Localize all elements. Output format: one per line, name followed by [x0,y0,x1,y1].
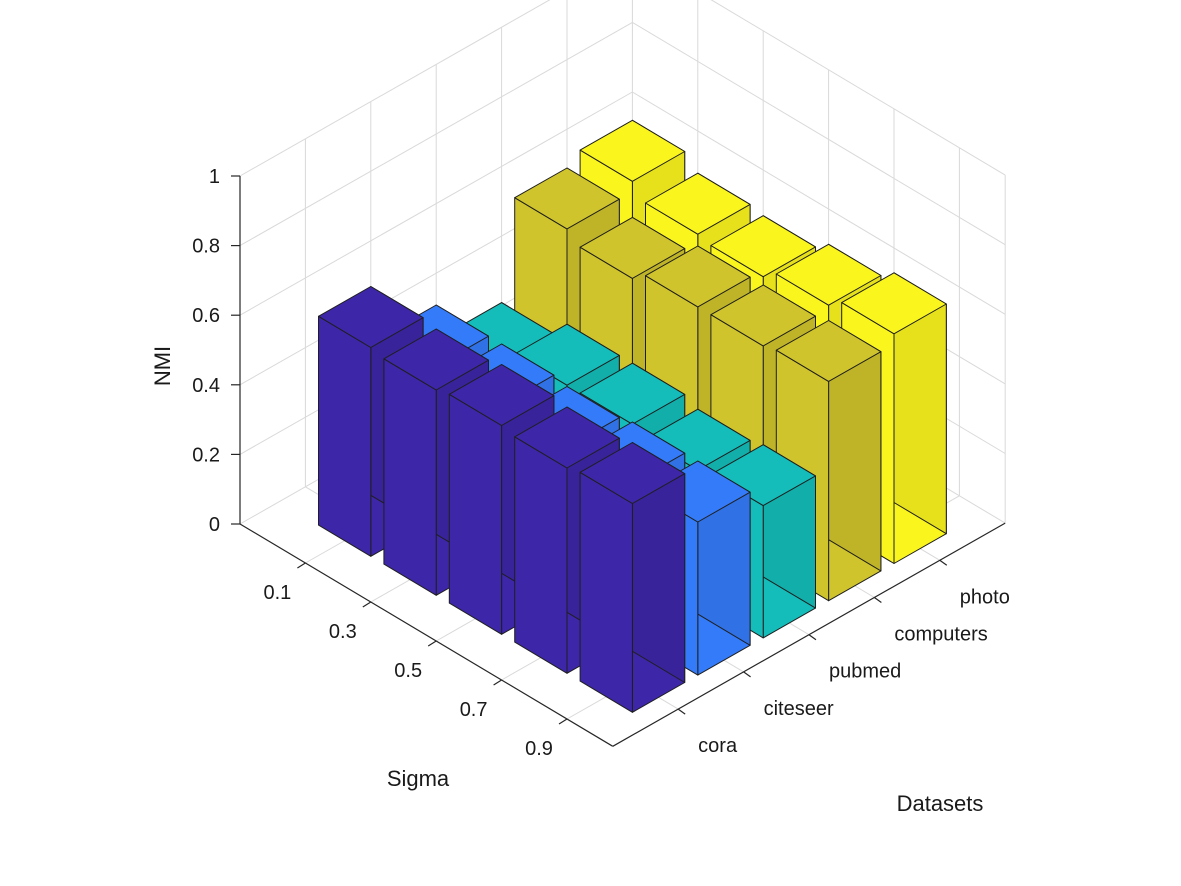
bar-face-top [514,167,620,230]
bar-face-top [579,216,686,279]
sigma-tick-mark-4 [558,718,568,725]
sigma-tick-label: 0.1 [263,582,291,604]
z-tick-label: 1 [209,166,220,188]
z-axis-title: NMI [150,346,175,386]
bar-face-top [383,328,489,391]
bar-face-left [514,436,568,674]
dataset-tick-mark-1 [743,671,751,678]
z-tick-label: 0.8 [192,236,220,258]
bar-face-top [841,272,947,335]
bar-face-top [579,362,686,425]
bar-face-top [710,215,816,278]
y-axis-title: Datasets [897,791,984,816]
grid-line-z-right-4 [632,21,1006,246]
grid-line-z-right-5 [710,0,1006,176]
bar-layer [318,119,947,713]
sigma-tick-label: 0.9 [525,738,553,760]
bar-cora-sigma-0.9 [579,442,686,713]
bar-face-top [579,119,686,182]
bar-face-top [448,364,555,426]
bar-face-top [645,245,751,308]
x-axis-title: Sigma [387,766,450,791]
sigma-tick-label: 0.5 [394,660,422,682]
sigma-tick-label: 0.3 [329,621,357,643]
bar-face-top [579,442,686,504]
dataset-tick-label: cora [698,735,738,757]
bar-face-top [775,243,882,306]
dataset-tick-label: photo [960,586,1010,608]
bar-face-top [775,320,882,382]
dataset-tick-mark-3 [874,597,882,603]
dataset-tick-label: computers [894,624,987,646]
z-tick-label: 0 [209,514,220,536]
sigma-tick-mark-1 [362,601,372,608]
dataset-tick-label: pubmed [829,661,901,683]
x-axis-line [239,523,614,747]
z-tick-label: 0.2 [192,444,220,466]
sigma-tick-mark-0 [297,562,306,569]
sigma-tick-mark-3 [493,679,502,686]
dataset-tick-mark-0 [677,708,686,715]
grid-line-z-right-3 [632,91,1006,315]
z-tick-label: 0.6 [192,305,220,327]
bar-face-left [448,393,503,635]
z-tick-label: 0.4 [192,375,220,397]
bar-face-left [579,471,633,713]
bar-face-left [383,358,437,596]
bar-face-top [645,172,751,235]
dataset-tick-mark-2 [808,634,817,641]
dataset-tick-label: citeseer [764,698,834,720]
axis-layer [231,175,1006,747]
bar-face-top [318,286,424,348]
dataset-tick-mark-4 [939,559,948,566]
bar-face-left [318,315,372,557]
sigma-tick-mark-2 [427,640,437,647]
bar-face-top [514,406,620,469]
bar-face-top [710,284,816,347]
label-layer: NMI Sigma Datasets 0 0.2 0.4 0.6 0.8 1 0.1 0.3 0… [150,166,1010,816]
sigma-tick-label: 0.7 [460,699,488,721]
